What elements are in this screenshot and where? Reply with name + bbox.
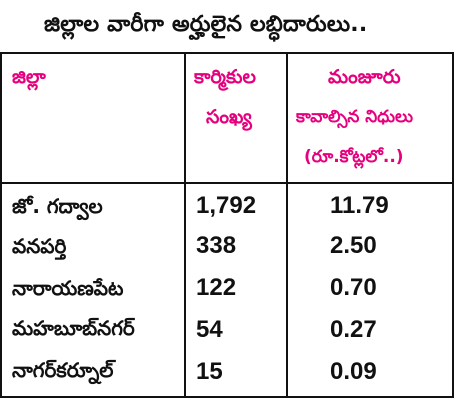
row-2-workers: 338 <box>196 232 237 259</box>
row-3-workers: 122 <box>196 274 237 301</box>
table-title: జిల్లాల వారీగా అర్హులైన లబ్ధిదారులు.. <box>44 12 368 37</box>
row-1-workers: 1,792 <box>196 192 257 219</box>
row-2-funds: 2.50 <box>330 232 377 259</box>
row-5-district: నాగర్‌కర్నూల్ <box>12 358 114 382</box>
row-5-workers: 15 <box>196 358 223 385</box>
row-5-funds: 0.09 <box>330 358 377 385</box>
header-district: జిల్లా <box>12 66 46 88</box>
table-frame <box>0 52 454 398</box>
row-1-district: జో. గద్వాల <box>12 194 103 218</box>
header-funds-line3: (రూ.కోట్లలో..) <box>304 147 404 167</box>
header-workers-line2: సంఖ్య <box>206 106 252 128</box>
row-4-workers: 54 <box>196 316 223 343</box>
header-funds-line2: కావాల్సిన నిధులు <box>296 107 413 127</box>
row-3-district: నారాయణపేట <box>12 276 124 300</box>
header-workers-line1: కార్మికుల <box>194 66 256 88</box>
column-divider-2 <box>286 52 288 398</box>
column-divider-1 <box>184 52 186 398</box>
row-3-funds: 0.70 <box>330 274 377 301</box>
header-funds-line1: మంజూరు <box>328 66 401 88</box>
row-1-funds: 11.79 <box>330 192 389 219</box>
row-2-district: వనపర్తి <box>12 234 67 258</box>
header-divider <box>2 182 452 184</box>
row-4-funds: 0.27 <box>330 316 377 343</box>
row-4-district: మహబూబ్‌నగర్ <box>12 316 135 340</box>
